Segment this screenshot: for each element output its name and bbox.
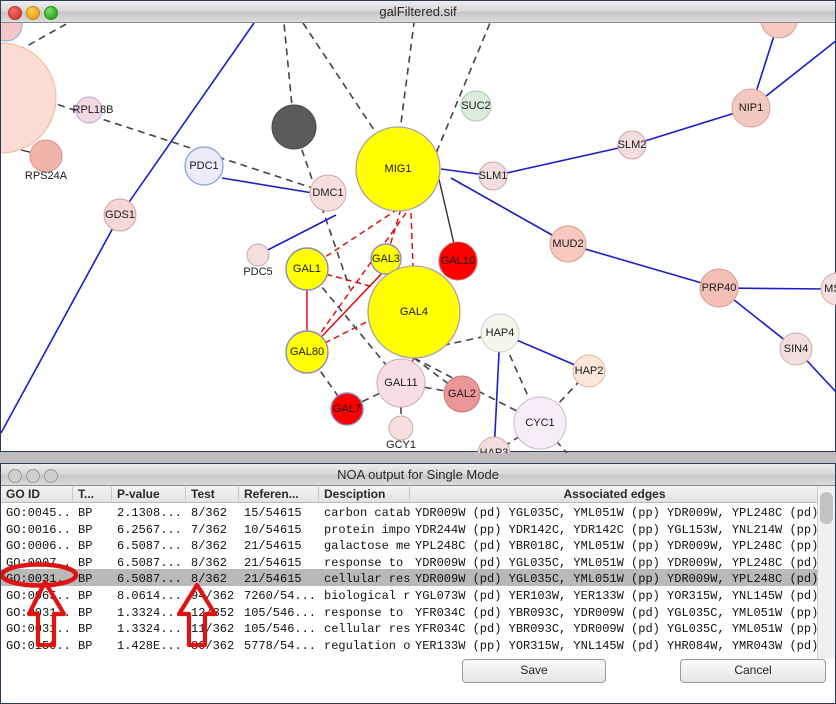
svg-text:GAL7: GAL7 bbox=[333, 403, 361, 415]
svg-text:HAP3: HAP3 bbox=[480, 447, 509, 453]
svg-text:GAL4: GAL4 bbox=[400, 306, 428, 318]
svg-text:GDS1: GDS1 bbox=[105, 209, 135, 221]
svg-text:CYC1: CYC1 bbox=[525, 417, 554, 429]
svg-text:DMC1: DMC1 bbox=[312, 187, 343, 199]
svg-text:SLM2: SLM2 bbox=[618, 139, 647, 151]
svg-text:SUC2: SUC2 bbox=[461, 100, 490, 112]
svg-text:GAL2: GAL2 bbox=[448, 388, 476, 400]
svg-text:SIN4: SIN4 bbox=[784, 343, 808, 355]
svg-text:GCY1: GCY1 bbox=[386, 439, 416, 451]
svg-text:PDC1: PDC1 bbox=[189, 160, 218, 172]
svg-text:GAL11: GAL11 bbox=[384, 377, 417, 389]
svg-text:RPS24A: RPS24A bbox=[25, 170, 68, 182]
svg-text:MSI1: MSI1 bbox=[824, 283, 836, 295]
svg-text:GAL1: GAL1 bbox=[293, 263, 321, 275]
svg-text:GAL10: GAL10 bbox=[441, 255, 475, 267]
svg-text:HAP2: HAP2 bbox=[575, 365, 604, 377]
svg-text:SLM1: SLM1 bbox=[479, 170, 508, 182]
svg-text:MUD2: MUD2 bbox=[552, 238, 583, 250]
svg-text:GAL3: GAL3 bbox=[372, 253, 400, 265]
svg-text:HAP4: HAP4 bbox=[486, 327, 515, 339]
svg-text:NIP1: NIP1 bbox=[739, 102, 763, 114]
svg-text:PDC5: PDC5 bbox=[243, 266, 272, 278]
svg-text:PRP40: PRP40 bbox=[702, 282, 737, 294]
svg-text:RPL18B: RPL18B bbox=[73, 104, 114, 116]
svg-text:MIG1: MIG1 bbox=[385, 163, 412, 175]
svg-text:GAL80: GAL80 bbox=[290, 346, 324, 358]
